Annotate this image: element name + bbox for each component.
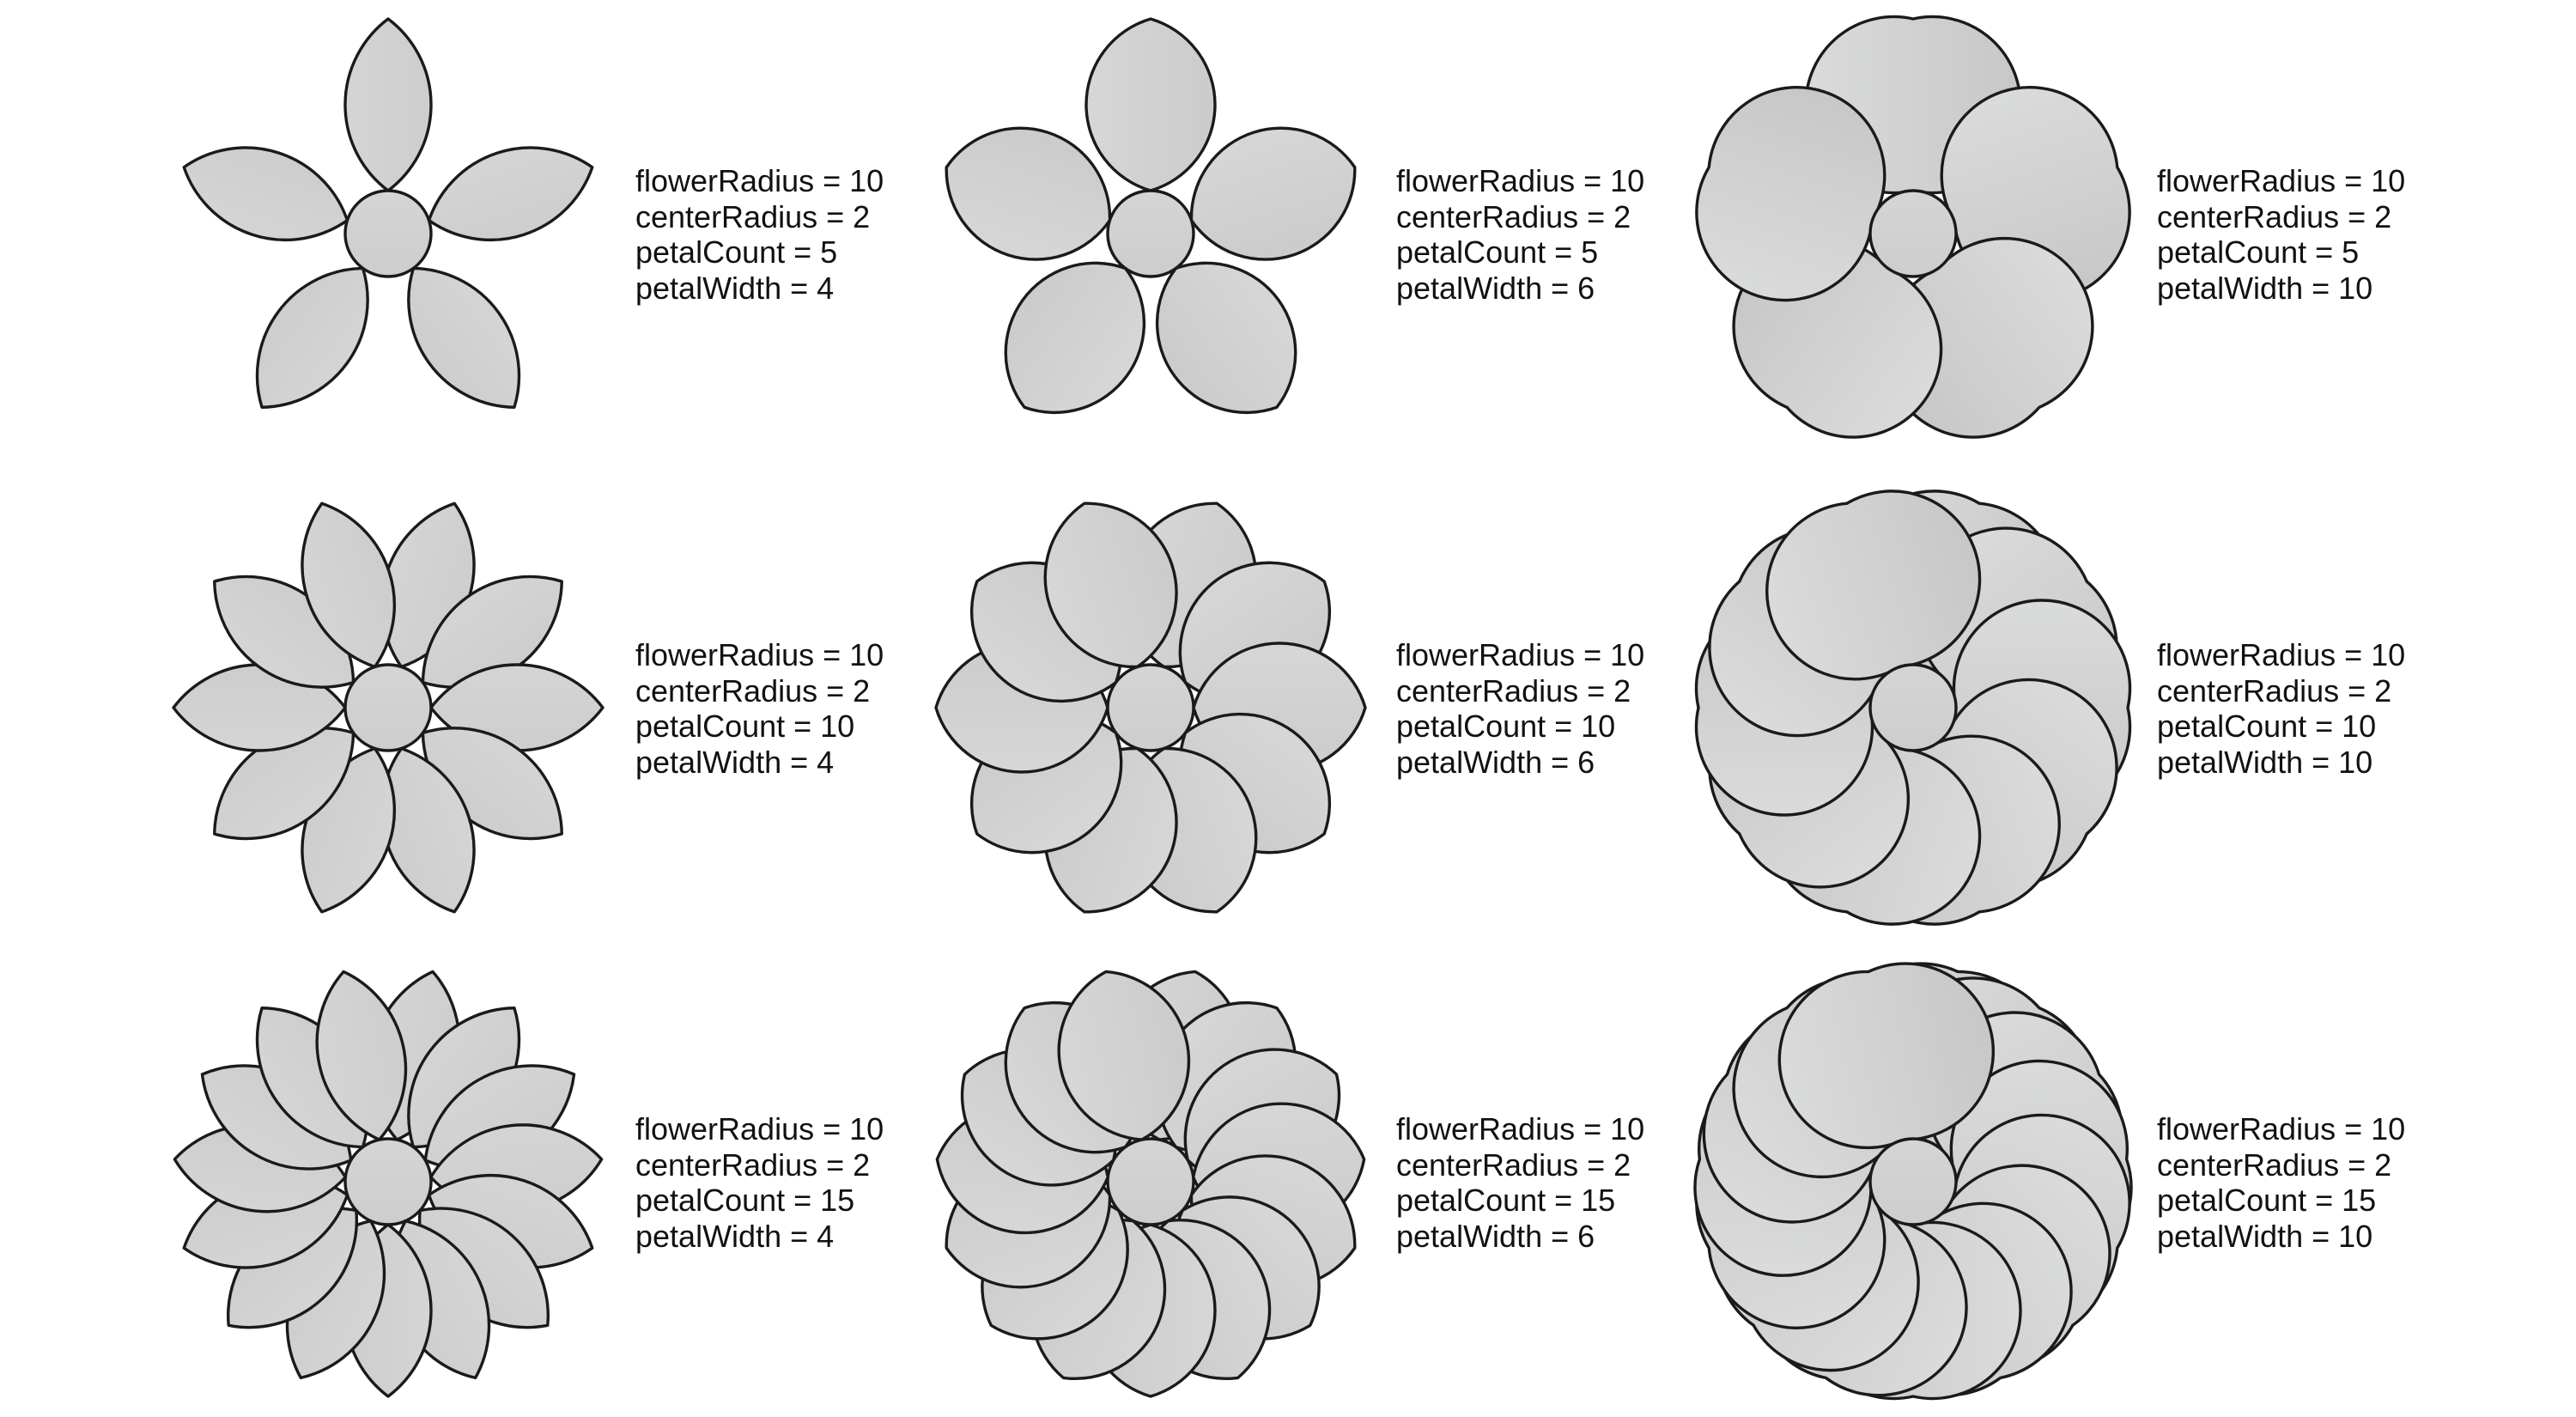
center-radius-label: centerRadius = 2 xyxy=(2157,199,2405,235)
petal-count-label: petalCount = 10 xyxy=(2157,708,2405,745)
petal-width-label: petalWidth = 6 xyxy=(1396,745,1644,781)
petal-width-label: petalWidth = 4 xyxy=(635,1219,884,1255)
caption-3: flowerRadius = 10 centerRadius = 2 petal… xyxy=(2157,163,2405,306)
flower-radius-label: flowerRadius = 10 xyxy=(2157,1111,2405,1147)
flower-radius-label: flowerRadius = 10 xyxy=(635,163,884,199)
petal-count-label: petalCount = 10 xyxy=(635,708,884,745)
center-radius-label: centerRadius = 2 xyxy=(635,1147,884,1183)
flower-radius-label: flowerRadius = 10 xyxy=(2157,163,2405,199)
petal-width-label: petalWidth = 10 xyxy=(2157,745,2405,781)
flower-center xyxy=(345,1139,431,1225)
petal xyxy=(345,19,431,191)
flower-1 xyxy=(171,19,605,433)
flower-9 xyxy=(1672,943,2154,1417)
petal-count-label: petalCount = 15 xyxy=(2157,1183,2405,1219)
caption-9: flowerRadius = 10 centerRadius = 2 petal… xyxy=(2157,1111,2405,1254)
petal-width-label: petalWidth = 4 xyxy=(635,271,884,307)
caption-4: flowerRadius = 10 centerRadius = 2 petal… xyxy=(635,637,884,780)
caption-8: flowerRadius = 10 centerRadius = 2 petal… xyxy=(1396,1111,1644,1254)
flower-center xyxy=(1108,1139,1194,1225)
flower-7 xyxy=(170,963,606,1396)
flower-4 xyxy=(173,490,603,925)
flower-center xyxy=(1870,1139,1956,1225)
petal xyxy=(171,126,361,261)
center-radius-label: centerRadius = 2 xyxy=(635,673,884,709)
center-radius-label: centerRadius = 2 xyxy=(2157,1147,2405,1183)
petal-count-label: petalCount = 10 xyxy=(1396,708,1644,745)
petal-width-label: petalWidth = 6 xyxy=(1396,271,1644,307)
petal-width-label: petalWidth = 10 xyxy=(2157,271,2405,307)
flower-2 xyxy=(927,19,1375,445)
caption-5: flowerRadius = 10 centerRadius = 2 petal… xyxy=(1396,637,1644,780)
petal-width-label: petalWidth = 4 xyxy=(635,745,884,781)
flower-8 xyxy=(927,958,1375,1404)
flower-center xyxy=(345,191,431,277)
caption-7: flowerRadius = 10 centerRadius = 2 petal… xyxy=(635,1111,884,1254)
center-radius-label: centerRadius = 2 xyxy=(1396,199,1644,235)
petal xyxy=(416,126,605,261)
flower-center xyxy=(1108,665,1194,751)
flower-center xyxy=(1870,191,1956,277)
flower-3 xyxy=(1674,17,2153,472)
petal xyxy=(1086,19,1215,191)
caption-2: flowerRadius = 10 centerRadius = 2 petal… xyxy=(1396,163,1644,306)
flower-radius-label: flowerRadius = 10 xyxy=(2157,637,2405,673)
petal-width-label: petalWidth = 10 xyxy=(2157,1219,2405,1255)
flower-radius-label: flowerRadius = 10 xyxy=(1396,163,1644,199)
flower-radius-label: flowerRadius = 10 xyxy=(1396,637,1644,673)
petal-count-label: petalCount = 5 xyxy=(635,234,884,271)
flower-center xyxy=(345,665,431,751)
flower-center xyxy=(1108,191,1194,277)
center-radius-label: centerRadius = 2 xyxy=(1396,1147,1644,1183)
center-radius-label: centerRadius = 2 xyxy=(635,199,884,235)
flower-5 xyxy=(936,483,1365,932)
petal-count-label: petalCount = 15 xyxy=(1396,1183,1644,1219)
petal-count-label: petalCount = 15 xyxy=(635,1183,884,1219)
flower-radius-label: flowerRadius = 10 xyxy=(1396,1111,1644,1147)
caption-1: flowerRadius = 10 centerRadius = 2 petal… xyxy=(635,163,884,306)
center-radius-label: centerRadius = 2 xyxy=(1396,673,1644,709)
petal-width-label: petalWidth = 6 xyxy=(1396,1219,1644,1255)
petal-count-label: petalCount = 5 xyxy=(2157,234,2405,271)
flower-radius-label: flowerRadius = 10 xyxy=(635,1111,884,1147)
caption-6: flowerRadius = 10 centerRadius = 2 petal… xyxy=(2157,637,2405,780)
flower-6 xyxy=(1674,468,2152,947)
center-radius-label: centerRadius = 2 xyxy=(2157,673,2405,709)
flower-center xyxy=(1870,665,1956,751)
flower-radius-label: flowerRadius = 10 xyxy=(635,637,884,673)
petal-count-label: petalCount = 5 xyxy=(1396,234,1644,271)
